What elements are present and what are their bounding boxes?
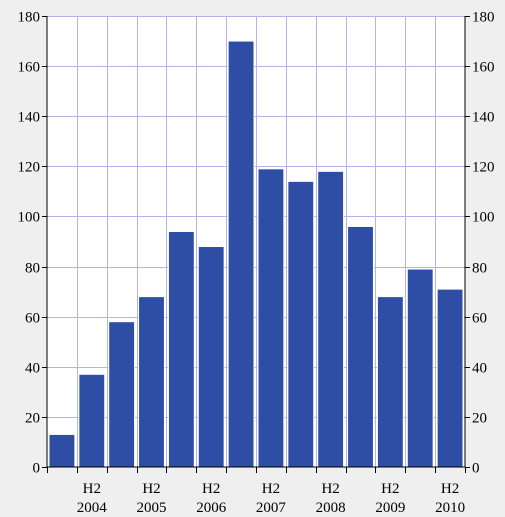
x-tick-label-year: 2009 [375,500,405,516]
bar [347,225,374,468]
x-tick-label-year: 2010 [435,500,465,516]
y-tick-label-right: 80 [472,261,487,277]
y-tick-label-right: 180 [472,10,495,26]
x-tick-label-half: H2 [83,481,101,497]
y-tick-label-left: 40 [25,361,40,377]
y-tick-label-right: 20 [472,411,487,427]
bar [257,168,285,468]
grid-lines [47,16,465,467]
x-tick-label-half: H2 [202,481,220,497]
y-tick-label-right: 40 [472,361,487,377]
x-tick-label-year: 2004 [77,500,108,516]
bar [287,180,315,468]
y-tick-label-left: 100 [18,210,41,226]
bar [167,230,195,468]
x-tick-label-half: H2 [441,481,459,497]
bar [108,321,136,468]
x-tick-label-half: H2 [262,481,280,497]
bar [376,296,404,468]
tick-marks [42,16,470,473]
y-tick-label-left: 120 [18,160,41,176]
bar [406,268,434,468]
bar [436,288,464,468]
x-tick-label-half: H2 [142,481,160,497]
bar [197,246,225,468]
x-tick-label-year: 2006 [196,500,227,516]
bar [48,433,76,468]
y-tick-label-left: 80 [25,261,40,277]
y-tick-label-left: 140 [18,110,41,126]
y-tick-label-left: 180 [18,10,41,26]
y-tick-label-right: 140 [472,110,495,126]
y-tick-label-right: 120 [472,160,495,176]
y-tick-label-right: 100 [472,210,495,226]
bar [138,296,165,468]
x-tick-label-year: 2008 [316,500,346,516]
y-tick-label-left: 0 [33,461,41,477]
bar [227,40,255,468]
y-tick-label-right: 0 [472,461,480,477]
bars [48,40,464,468]
x-tick-label-half: H2 [381,481,399,497]
x-tick-label-year: 2007 [256,500,287,516]
y-tick-label-left: 60 [25,311,40,327]
bar [78,373,106,468]
y-tick-label-right: 60 [472,311,487,327]
y-tick-label-left: 160 [18,60,41,76]
x-tick-label-year: 2005 [137,500,167,516]
y-tick-label-right: 160 [472,60,495,76]
y-tick-label-left: 20 [25,411,40,427]
x-tick-label-half: H2 [321,481,339,497]
bar [317,170,345,468]
tick-labels: 0 0 20 20 40 40 60 60 80 80 100 100 120 120 140 140 160 1… [18,10,495,517]
